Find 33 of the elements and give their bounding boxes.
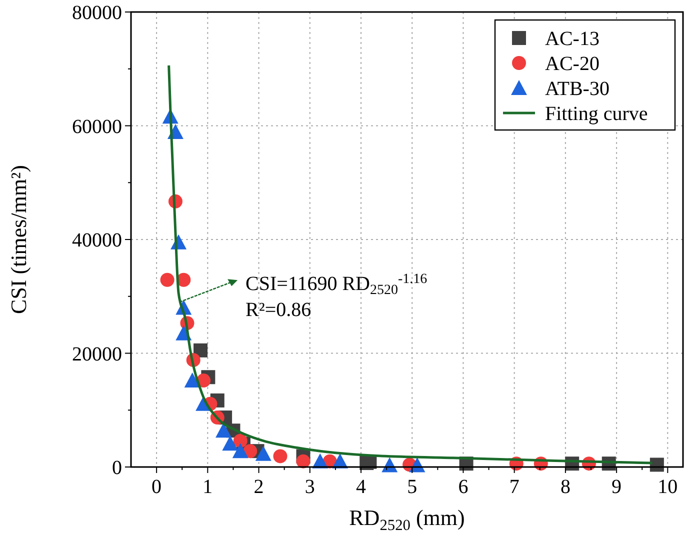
point bbox=[382, 457, 398, 472]
x-tick-label: 4 bbox=[356, 476, 366, 498]
point bbox=[216, 422, 232, 438]
legend-label: AC-20 bbox=[545, 53, 600, 75]
legend-label: AC-13 bbox=[545, 28, 600, 50]
point bbox=[222, 436, 238, 451]
x-tick-label: 10 bbox=[658, 476, 678, 498]
x-tick-label: 1 bbox=[202, 476, 213, 498]
point bbox=[184, 372, 200, 388]
x-axis-title: RD$_{2520}$ (mm) bbox=[349, 505, 465, 534]
x-tick-label: 6 bbox=[458, 476, 468, 498]
y-tick-label: 20000 bbox=[72, 343, 122, 366]
x-tick-label: 7 bbox=[509, 476, 520, 498]
point bbox=[232, 443, 248, 458]
y-axis-title: CSI (times/mm²) bbox=[6, 165, 31, 314]
y-tick-label: 60000 bbox=[72, 116, 122, 138]
x-tick-label: 0 bbox=[152, 476, 162, 498]
point bbox=[160, 272, 174, 287]
annotation: R²=0.86 bbox=[246, 299, 312, 322]
legend-label: ATB-30 bbox=[545, 78, 610, 100]
x-tick-label: 9 bbox=[612, 476, 622, 498]
legend-label: Fitting curve bbox=[545, 103, 648, 125]
y-tick-label: 40000 bbox=[72, 230, 122, 252]
point bbox=[296, 454, 310, 468]
x-tick-label: 5 bbox=[407, 476, 418, 498]
y-tick-label: 80000 bbox=[72, 2, 122, 24]
x-tick-label: 3 bbox=[304, 476, 315, 498]
x-tick-label: 8 bbox=[560, 476, 570, 498]
point bbox=[233, 434, 248, 448]
point bbox=[255, 446, 272, 461]
y-tick-label: 0 bbox=[112, 457, 122, 479]
x-tick-label: 2 bbox=[254, 476, 264, 498]
point bbox=[273, 449, 288, 464]
